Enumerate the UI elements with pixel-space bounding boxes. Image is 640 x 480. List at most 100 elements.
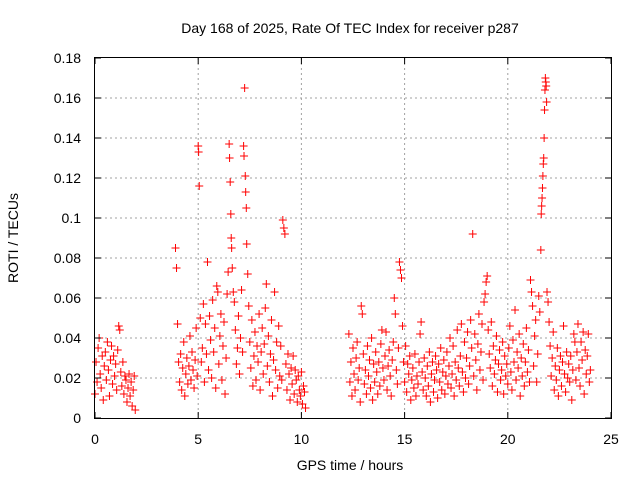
x-tick-label: 15: [397, 431, 413, 447]
data-point: [353, 338, 362, 346]
grid: [95, 58, 611, 418]
data-point: [174, 358, 183, 366]
data-point: [582, 370, 591, 378]
data-point: [482, 278, 491, 286]
data-point: [461, 374, 470, 382]
data-point: [383, 386, 392, 394]
data-point: [230, 298, 239, 306]
data-point: [369, 360, 378, 368]
data-point: [415, 358, 424, 366]
data-point: [411, 392, 420, 400]
data-point: [451, 358, 460, 366]
data-point: [235, 370, 244, 378]
data-point: [424, 382, 433, 390]
data-point: [511, 306, 520, 314]
data-point: [417, 318, 426, 326]
data-point: [198, 344, 207, 352]
data-point: [114, 322, 123, 330]
data-point: [573, 320, 582, 328]
data-point: [370, 378, 379, 386]
data-point: [255, 310, 264, 318]
data-point: [540, 86, 549, 94]
data-point: [263, 362, 272, 370]
data-point: [441, 372, 450, 380]
data-point: [107, 342, 116, 350]
data-point: [355, 364, 364, 372]
data-point: [396, 266, 405, 274]
data-point: [103, 338, 112, 346]
data-point: [374, 358, 383, 366]
data-point: [528, 302, 537, 310]
data-point: [350, 370, 359, 378]
data-point: [192, 324, 201, 332]
data-point: [388, 356, 397, 364]
data-point: [414, 380, 423, 388]
data-point: [564, 360, 573, 368]
data-point: [579, 328, 588, 336]
y-tick-label: 0.02: [54, 370, 81, 386]
data-point: [186, 376, 195, 384]
data-point: [264, 332, 273, 340]
data-point: [531, 316, 540, 324]
data-point: [581, 346, 590, 354]
data-point: [182, 354, 191, 362]
data-point: [548, 354, 557, 362]
data-point: [499, 390, 508, 398]
data-point: [584, 330, 593, 338]
data-point: [514, 364, 523, 372]
data-point: [500, 352, 509, 360]
x-tick-label: 20: [500, 431, 516, 447]
data-point: [542, 82, 551, 90]
data-point: [277, 376, 286, 384]
data-point: [571, 376, 580, 384]
data-point: [501, 372, 510, 380]
data-point: [454, 364, 463, 372]
data-point: [251, 376, 260, 384]
data-point: [203, 258, 212, 266]
data-point: [206, 336, 215, 344]
data-point: [227, 234, 236, 242]
data-point: [432, 366, 441, 374]
data-point: [274, 322, 283, 330]
data-point: [253, 342, 262, 350]
data-point: [407, 376, 416, 384]
data-point: [225, 154, 234, 162]
data-point: [239, 142, 248, 150]
data-point: [529, 362, 538, 370]
data-point: [257, 348, 266, 356]
data-point: [399, 358, 408, 366]
data-point: [518, 372, 527, 380]
data-point: [122, 398, 131, 406]
data-point: [376, 340, 385, 348]
data-point: [287, 364, 296, 372]
data-point: [538, 172, 547, 180]
data-point: [299, 382, 308, 390]
data-point: [227, 244, 236, 252]
data-point: [562, 348, 571, 356]
data-point: [226, 178, 235, 186]
data-point: [129, 386, 138, 394]
x-axis-label: GPS time / hours: [297, 457, 404, 473]
data-point: [539, 154, 548, 162]
data-point: [557, 382, 566, 390]
data-point: [194, 148, 203, 156]
data-point: [293, 398, 302, 406]
y-tick-label: 0.08: [54, 250, 81, 266]
y-axis-label: ROTI / TECUs: [5, 193, 21, 283]
data-point: [563, 374, 572, 382]
data-point: [288, 380, 297, 388]
data-point: [205, 312, 214, 320]
data-point: [397, 274, 406, 282]
data-point: [102, 376, 111, 384]
data-point: [256, 386, 265, 394]
data-point: [471, 356, 480, 364]
data-point: [245, 338, 254, 346]
data-point: [258, 324, 267, 332]
data-point: [352, 354, 361, 362]
data-point: [473, 340, 482, 348]
data-point: [218, 342, 227, 350]
data-point: [233, 344, 242, 352]
data-point: [243, 270, 252, 278]
data-point: [508, 336, 517, 344]
